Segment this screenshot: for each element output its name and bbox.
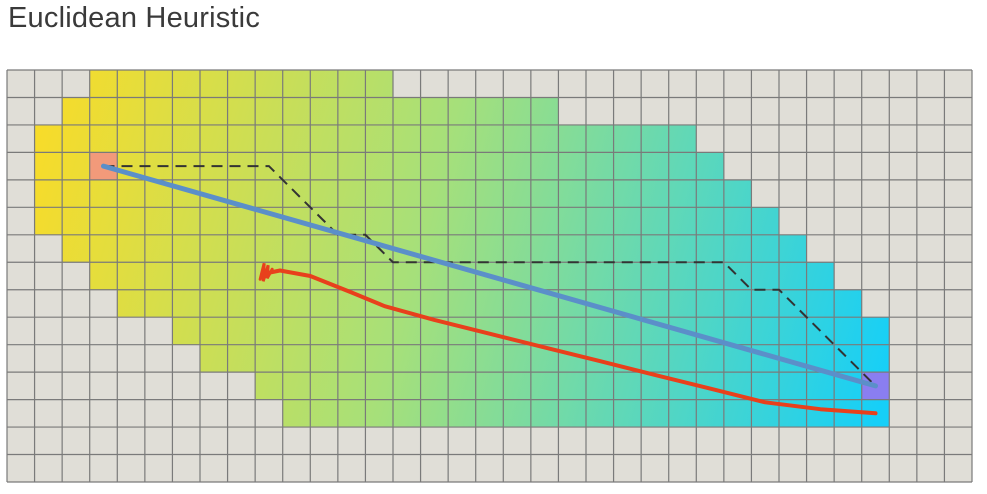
explored-row <box>62 234 807 263</box>
explored-row <box>117 289 862 318</box>
red-scribble-mark <box>258 262 274 282</box>
path-overlays <box>101 163 878 416</box>
grid-lines <box>6 69 973 483</box>
explored-row <box>255 372 890 400</box>
euclidean-straight-line <box>101 163 878 389</box>
explored-row <box>89 70 393 98</box>
dashed-grid-path <box>103 165 877 387</box>
explored-row <box>34 207 780 235</box>
hand-drawn-red-line <box>264 268 878 416</box>
page-title: Euclidean Heuristic <box>8 2 261 34</box>
